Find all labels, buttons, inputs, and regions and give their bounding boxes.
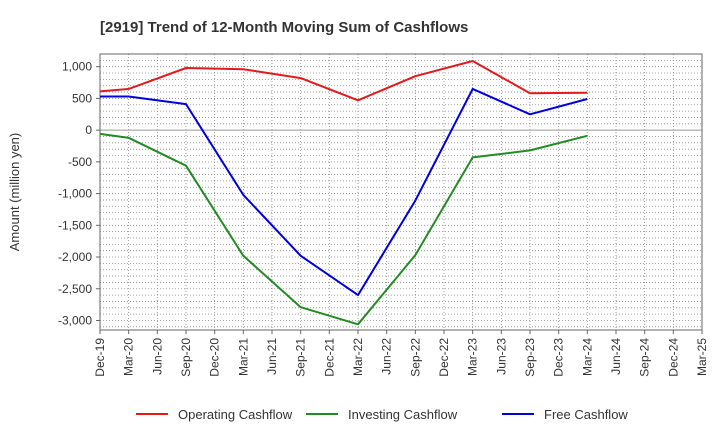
legend-label-free-cashflow: Free Cashflow	[544, 407, 628, 422]
x-tick-label: Mar-23	[466, 338, 480, 376]
x-tick-label: Sep-20	[179, 338, 193, 377]
legend: Operating Cashflow Investing Cashflow Free…	[136, 407, 628, 422]
x-axis-ticks: Dec-19 Mar-20 Jun-20 Sep-20 Dec-20 Mar-21 Jun-…	[93, 330, 709, 377]
x-tick-label: Mar-24	[580, 338, 594, 376]
x-tick-label: Sep-21	[294, 338, 308, 377]
y-tick-label: -1,000	[58, 187, 92, 201]
y-axis-label: Amount (million yen)	[7, 133, 22, 252]
plot-area	[99, 53, 703, 331]
x-tick-label: Mar-22	[351, 338, 365, 376]
operating-cashflow-line	[99, 60, 588, 102]
series-lines	[99, 60, 588, 326]
y-tick-label: -2,500	[58, 282, 92, 296]
x-tick-label: Sep-24	[638, 338, 652, 377]
x-tick-label: Dec-22	[437, 338, 451, 377]
x-tick-label: Jun-20	[150, 338, 164, 375]
x-tick-label: Dec-24	[666, 338, 680, 377]
x-tick-label: Dec-19	[93, 338, 107, 377]
x-tick-label: Jun-21	[265, 338, 279, 375]
x-tick-label: Mar-25	[695, 338, 709, 376]
y-axis-ticks: 1,000 500 0 -500 -1,000 -1,500 -2,000 -2,500 -3,…	[58, 60, 100, 327]
y-tick-label: -500	[68, 155, 92, 169]
legend-label-investing-cashflow: Investing Cashflow	[348, 407, 458, 422]
y-tick-label: -2,000	[58, 250, 92, 264]
x-tick-label: Dec-20	[208, 338, 222, 377]
legend-label-operating-cashflow: Operating Cashflow	[178, 407, 293, 422]
x-tick-label: Jun-23	[494, 338, 508, 375]
x-tick-label: Jun-22	[380, 338, 394, 375]
y-tick-label: 500	[72, 91, 92, 105]
x-tick-label: Jun-24	[609, 338, 623, 375]
y-tick-label: -3,000	[58, 313, 92, 327]
x-tick-label: Sep-22	[408, 338, 422, 377]
x-tick-label: Mar-21	[236, 338, 250, 376]
grid-lines	[100, 53, 702, 330]
investing-cashflow-line	[99, 132, 588, 326]
x-tick-label: Dec-21	[322, 338, 336, 377]
x-tick-label: Mar-20	[122, 338, 136, 376]
chart-title: [2919] Trend of 12-Month Moving Sum of C…	[100, 19, 468, 36]
x-tick-label: Dec-23	[552, 338, 566, 377]
y-tick-label: 1,000	[62, 60, 92, 74]
x-tick-label: Sep-23	[523, 338, 537, 377]
free-cashflow-line	[100, 87, 588, 297]
y-tick-label: -1,500	[58, 218, 92, 232]
y-tick-label: 0	[85, 123, 92, 137]
